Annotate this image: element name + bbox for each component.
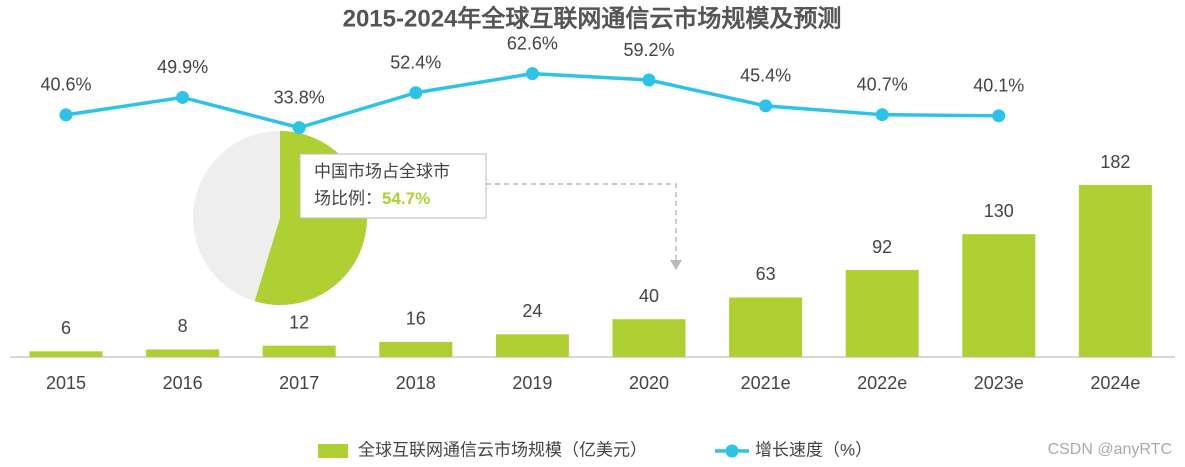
bar-label: 63 bbox=[756, 264, 776, 284]
legend-swatch-dot bbox=[725, 444, 739, 458]
line-point bbox=[59, 108, 73, 122]
bar bbox=[612, 319, 686, 357]
line-point bbox=[642, 73, 656, 87]
bar bbox=[845, 270, 919, 357]
x-tick-label: 2021e bbox=[741, 373, 791, 393]
x-tick-label: 2022e bbox=[857, 373, 907, 393]
line-label: 52.4% bbox=[390, 53, 441, 73]
bar bbox=[262, 345, 336, 357]
bar-label: 130 bbox=[984, 201, 1014, 221]
bar bbox=[1078, 185, 1152, 357]
bar-label: 6 bbox=[61, 318, 71, 338]
callout-text: 场比例：54.7% bbox=[314, 189, 430, 208]
x-tick-label: 2015 bbox=[46, 373, 86, 393]
line-label: 40.1% bbox=[973, 76, 1024, 96]
line-label: 40.6% bbox=[40, 75, 91, 95]
bar-label: 24 bbox=[522, 301, 542, 321]
line-label: 33.8% bbox=[274, 87, 325, 107]
line-label: 45.4% bbox=[740, 66, 791, 86]
bar-label: 8 bbox=[178, 316, 188, 336]
x-tick-label: 2016 bbox=[163, 373, 203, 393]
x-tick-label: 2024e bbox=[1090, 373, 1140, 393]
bar-label: 16 bbox=[406, 309, 426, 329]
legend-swatch bbox=[318, 444, 348, 458]
line-point bbox=[525, 67, 539, 81]
line-point bbox=[176, 90, 190, 104]
bar bbox=[29, 351, 103, 357]
callout-line: 场比例： bbox=[314, 189, 382, 208]
bar-label: 40 bbox=[639, 286, 659, 306]
line-point bbox=[409, 86, 423, 100]
bar-label: 92 bbox=[872, 237, 892, 257]
bar bbox=[495, 334, 569, 357]
x-tick-label: 2017 bbox=[279, 373, 319, 393]
x-tick-label: 2019 bbox=[512, 373, 552, 393]
callout-text: 中国市场占全球市 bbox=[314, 162, 450, 181]
line-label: 49.9% bbox=[157, 57, 208, 77]
line-label: 62.6% bbox=[507, 33, 558, 53]
legend-label: 增长速度（%） bbox=[755, 440, 872, 459]
chart-title: 2015-2024年全球互联网通信云市场规模及预测 bbox=[343, 4, 842, 32]
line-point bbox=[992, 109, 1006, 123]
line-point bbox=[292, 121, 306, 135]
arrowhead bbox=[670, 260, 682, 270]
bar bbox=[379, 341, 453, 357]
line-label: 59.2% bbox=[623, 40, 674, 60]
x-tick-label: 2023e bbox=[974, 373, 1024, 393]
callout-box bbox=[299, 153, 487, 219]
line-point bbox=[875, 108, 889, 122]
callout-value: 54.7% bbox=[382, 189, 430, 208]
bar bbox=[962, 234, 1036, 357]
bar-label: 12 bbox=[289, 312, 309, 332]
watermark: CSDN @anyRTC bbox=[1048, 441, 1172, 458]
bar-label: 182 bbox=[1100, 152, 1130, 172]
x-tick-label: 2018 bbox=[396, 373, 436, 393]
legend-label: 全球互联网通信云市场规模（亿美元） bbox=[358, 440, 647, 459]
connector bbox=[486, 183, 677, 262]
x-tick-label: 2020 bbox=[629, 373, 669, 393]
line-label: 40.7% bbox=[857, 74, 908, 94]
bar bbox=[146, 349, 220, 357]
callout-line: 中国市场占全球市 bbox=[314, 162, 450, 181]
line-point bbox=[759, 99, 773, 113]
bar bbox=[729, 297, 803, 357]
